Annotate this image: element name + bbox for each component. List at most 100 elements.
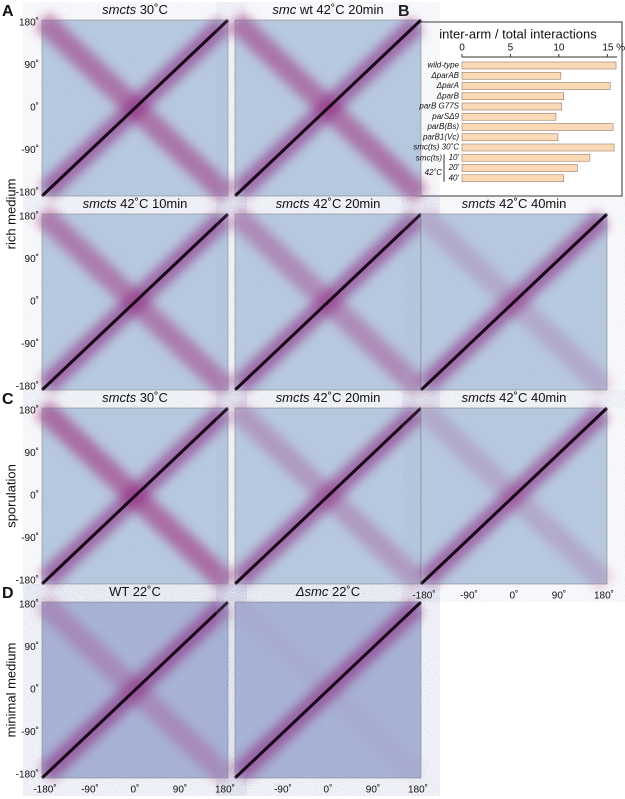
map-title-italic: smcts bbox=[462, 390, 496, 405]
x-tick-label: 90˚ bbox=[552, 590, 566, 602]
map-title: smcts 30˚C bbox=[102, 390, 168, 405]
x-tick-label: 180˚ bbox=[594, 590, 614, 602]
heatmap bbox=[413, 206, 615, 398]
y-tick-label: -180˚ bbox=[16, 187, 39, 199]
map-title-italic: smcts bbox=[102, 390, 136, 405]
heatmap bbox=[413, 400, 615, 592]
heatmap bbox=[34, 12, 236, 204]
diagonal bbox=[233, 212, 423, 392]
heatmap bbox=[227, 206, 429, 398]
map-title-text: 42˚C 20min bbox=[310, 196, 381, 211]
x-tick-label: 90˚ bbox=[366, 784, 380, 796]
category-label: 10' bbox=[449, 153, 460, 162]
x-tick-label: 180˚ bbox=[215, 784, 235, 796]
heatmap bbox=[227, 400, 429, 592]
category-label: ΔparA bbox=[436, 81, 459, 90]
map-title: smc wt 42˚C 20min bbox=[272, 2, 383, 17]
y-tick-label: 90˚ bbox=[25, 641, 39, 653]
x-tick-label: -90˚ bbox=[274, 784, 292, 796]
y-tick-label: 0˚ bbox=[30, 490, 39, 502]
map-title: smcts 42˚C 40min bbox=[462, 196, 567, 211]
y-tick-label: 180˚ bbox=[19, 17, 39, 29]
diagonal bbox=[40, 406, 230, 586]
category-label: ΔparAB bbox=[430, 71, 459, 80]
y-tick-label: -180˚ bbox=[16, 575, 39, 587]
panel-letter: C bbox=[2, 391, 14, 408]
bar bbox=[461, 123, 614, 131]
map-title-italic: smcts bbox=[83, 196, 117, 211]
x-tick-label: 0 bbox=[459, 43, 465, 54]
map-title-text: 22˚C bbox=[328, 584, 360, 599]
y-tick-label: -180˚ bbox=[16, 769, 39, 781]
group-label: smc(ts) bbox=[416, 153, 443, 162]
chart-title: inter-arm / total interactions bbox=[439, 26, 597, 41]
bar bbox=[461, 82, 611, 90]
map-title-italic: smcts bbox=[462, 196, 496, 211]
map-title-text: 42˚C 20min bbox=[310, 390, 381, 405]
row-label: sporulation bbox=[3, 464, 18, 528]
bar bbox=[461, 164, 578, 172]
heatmap-frame bbox=[41, 601, 229, 779]
row-label: minimal medium bbox=[3, 643, 18, 738]
bar bbox=[461, 174, 565, 183]
y-tick-label: -90˚ bbox=[21, 338, 39, 350]
y-tick-label: 0˚ bbox=[30, 684, 39, 696]
heatmap-frame bbox=[234, 601, 422, 779]
x-tick-label: 15 % bbox=[602, 43, 625, 54]
map-title-text: 42˚C 40min bbox=[496, 196, 567, 211]
map-title-text: 42˚C 40min bbox=[496, 390, 567, 405]
x-tick-label: -90˚ bbox=[81, 784, 99, 796]
heatmap bbox=[34, 206, 236, 398]
map-title-text: 30˚C bbox=[136, 2, 168, 17]
map-title-text: 42˚C 10min bbox=[117, 196, 188, 211]
x-tick-label: -180˚ bbox=[412, 590, 435, 602]
row-label: rich medium bbox=[3, 179, 18, 250]
map-title: smcts 42˚C 40min bbox=[462, 390, 567, 405]
category-label: 40' bbox=[449, 173, 460, 182]
y-tick-label: 180˚ bbox=[19, 211, 39, 223]
diagonal bbox=[233, 18, 423, 198]
map-title: Δsmc 22˚C bbox=[295, 584, 360, 599]
diagonal bbox=[40, 600, 230, 780]
x-tick-label: 180˚ bbox=[408, 784, 428, 796]
panel-letter: D bbox=[2, 585, 14, 602]
map-title-italic: smcts bbox=[276, 196, 310, 211]
bar bbox=[461, 112, 557, 121]
bar bbox=[461, 133, 559, 142]
group-label: 42˚C bbox=[425, 168, 443, 177]
category-label: parB G77S bbox=[418, 102, 459, 111]
bar bbox=[461, 92, 565, 101]
y-tick-label: 0˚ bbox=[30, 296, 39, 308]
map-title: smcts 42˚C 10min bbox=[83, 196, 188, 211]
category-label: wild-type bbox=[427, 61, 459, 70]
y-tick-label: 180˚ bbox=[19, 405, 39, 417]
panel-letter: B bbox=[398, 3, 410, 20]
panel-letter: A bbox=[2, 3, 14, 20]
heatmap bbox=[34, 594, 236, 786]
diagonal bbox=[233, 600, 423, 780]
map-title-text: 30˚C bbox=[136, 390, 168, 405]
map-title: smcts 42˚C 20min bbox=[276, 196, 381, 211]
y-tick-label: 180˚ bbox=[19, 599, 39, 611]
y-tick-label: -90˚ bbox=[21, 144, 39, 156]
diagonal bbox=[40, 18, 230, 198]
y-tick-label: 90˚ bbox=[25, 447, 39, 459]
x-tick-label: 0˚ bbox=[324, 784, 333, 796]
map-title-italic: smc bbox=[272, 2, 296, 17]
bar bbox=[461, 102, 563, 111]
map-title-italic: Δsmc bbox=[295, 584, 329, 599]
heatmap-frame bbox=[234, 19, 422, 197]
diagonal bbox=[419, 212, 609, 392]
heatmap bbox=[227, 594, 429, 786]
map-title-text: WT 22˚C bbox=[109, 584, 161, 599]
heatmap-frame bbox=[41, 19, 229, 197]
heatmap-frame bbox=[420, 213, 608, 391]
x-tick-label: -90˚ bbox=[460, 590, 478, 602]
category-label: parB1(Vc) bbox=[422, 132, 459, 141]
map-title-text: wt 42˚C 20min bbox=[296, 2, 383, 17]
x-tick-label: 0˚ bbox=[131, 784, 140, 796]
y-tick-label: -90˚ bbox=[21, 726, 39, 738]
heatmap-frame bbox=[41, 407, 229, 585]
bar bbox=[461, 61, 617, 70]
